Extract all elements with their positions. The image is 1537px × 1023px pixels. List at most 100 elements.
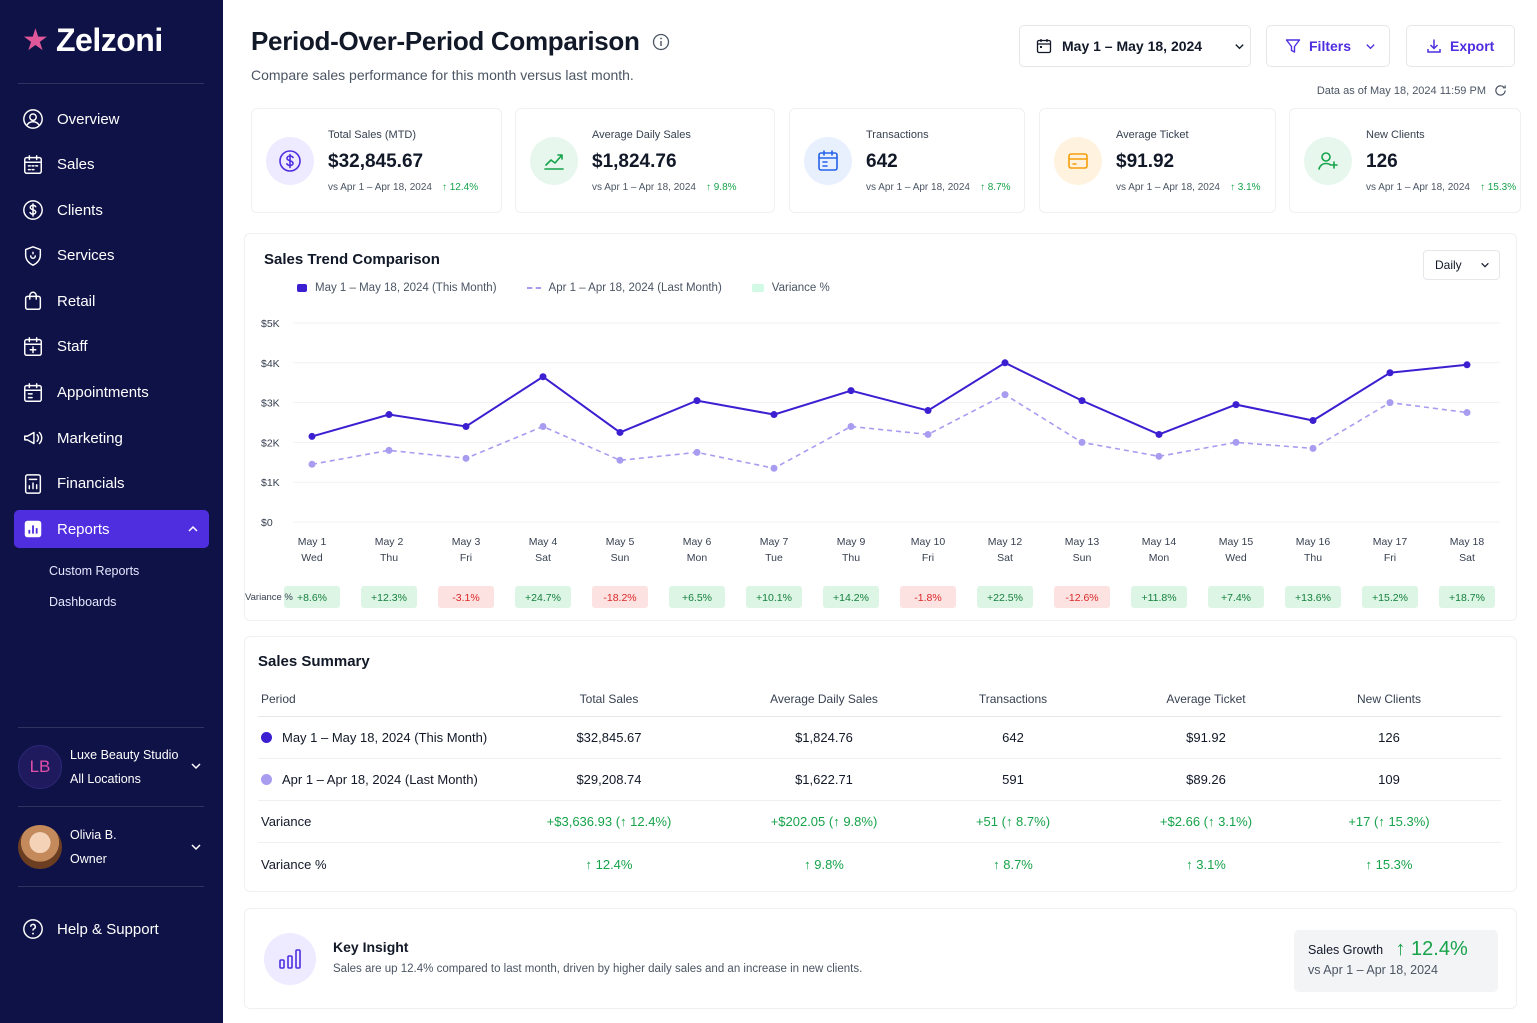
granularity-select[interactable]: Daily	[1423, 250, 1500, 280]
logo[interactable]: ★ Zelzoni	[22, 22, 163, 59]
y-tick-label: $4K	[261, 358, 280, 370]
column-header[interactable]: Transactions	[978, 691, 1048, 706]
table-cell: $32,845.67	[576, 730, 642, 745]
sidebar-item-label: Retail	[57, 292, 96, 310]
sidebar-item-sales[interactable]: Sales	[14, 146, 209, 184]
point-last-month	[693, 448, 701, 456]
sidebar-item-label: Appointments	[57, 384, 149, 402]
kpi-change: ↑ 12.4%	[441, 182, 479, 193]
variance-value: +8.6%	[297, 592, 327, 604]
variance-row-label: Variance %	[245, 592, 293, 603]
period-cell: Variance %	[258, 857, 498, 872]
table-cell: 126	[1378, 730, 1400, 745]
granularity-value: Daily	[1435, 258, 1462, 272]
table-cell: $29,208.74	[576, 772, 642, 787]
user-menu[interactable]: Olivia B. Owner	[18, 823, 208, 871]
x-tick-label: May 1	[298, 536, 327, 548]
legend-last-month[interactable]: Apr 1 – Apr 18, 2024 (Last Month)	[526, 282, 722, 294]
column-header[interactable]: Average Daily Sales	[770, 691, 878, 706]
chevron-down-icon	[191, 844, 201, 851]
sidebar-item-reports[interactable]: Reports	[14, 510, 209, 549]
kpi-comparison: vs Apr 1 – Apr 18, 2024 ↑ 8.7%	[866, 182, 1011, 193]
chart-legend: May 1 – May 18, 2024 (This Month) Apr 1 …	[297, 282, 830, 294]
variance-pill	[1054, 586, 1110, 608]
sidebar-item-overview[interactable]: Overview	[14, 100, 209, 138]
variance-value: -12.6%	[1065, 592, 1098, 604]
variance-pill	[1439, 586, 1495, 608]
x-tick-day: Sun	[1073, 552, 1092, 564]
calendar-icon	[24, 382, 42, 402]
sidebar-item-clients[interactable]: Clients	[14, 191, 209, 229]
legend-label: Variance %	[771, 282, 830, 294]
divider	[18, 83, 204, 84]
variance-value: -1.8%	[914, 592, 941, 604]
column-header[interactable]: Average Ticket	[1166, 691, 1246, 706]
sidebar-item-appointments[interactable]: Appointments	[14, 374, 209, 412]
variance-pill	[977, 586, 1033, 608]
point-this-month	[693, 397, 701, 405]
subnav-item-custom-reports[interactable]: Custom Reports	[49, 564, 140, 579]
sidebar: ★ Zelzoni Overview Sales Clients Services Re…	[0, 0, 223, 1023]
kpi-card: Transactions 642 vs Apr 1 – Apr 18, 2024…	[789, 108, 1025, 213]
kpi-change-value: 15.3%	[1487, 182, 1517, 193]
table-header: Period Total Sales Average Daily Sales Tran…	[258, 681, 1501, 717]
location-switcher[interactable]: LB Luxe Beauty Studio All Locations	[18, 742, 208, 792]
filters-button[interactable]: Filters	[1266, 25, 1390, 67]
refresh-icon[interactable]	[1494, 84, 1507, 97]
period-cell: May 1 – May 18, 2024 (This Month)	[258, 730, 498, 745]
sidebar-item-label: Clients	[57, 201, 103, 219]
sidebar-item-services[interactable]: Services	[14, 237, 209, 275]
export-button[interactable]: Export	[1406, 25, 1515, 67]
period-label: Apr 1 – Apr 18, 2024 (Last Month)	[282, 772, 478, 787]
table-cell: +$202.05 (↑ 9.8%)	[770, 814, 878, 829]
data-as-of: Data as of May 18, 2024 11:59 PM	[1317, 84, 1507, 97]
x-tick-day: Sat	[997, 552, 1013, 564]
legend-this-month[interactable]: May 1 – May 18, 2024 (This Month)	[297, 282, 497, 294]
variance-pill	[1131, 586, 1187, 608]
kpi-icon	[1054, 137, 1102, 185]
subnav-item-dashboards[interactable]: Dashboards	[49, 595, 117, 610]
column-header[interactable]: Total Sales	[579, 691, 639, 706]
page-title-text: Period-Over-Period Comparison	[251, 26, 640, 56]
series-dot	[261, 732, 272, 743]
kpi-label: Total Sales (MTD)	[328, 129, 417, 141]
date-range-picker[interactable]: May 1 – May 18, 2024	[1019, 25, 1251, 67]
help-support-link[interactable]: Help & Support	[22, 918, 159, 940]
point-last-month	[462, 454, 470, 462]
table-cell: $89.26	[1186, 772, 1226, 787]
growth-comparison: vs Apr 1 – Apr 18, 2024	[1308, 963, 1438, 977]
variance-value: -3.1%	[452, 592, 479, 604]
sidebar-item-financials[interactable]: Financials	[14, 465, 209, 503]
sidebar-item-staff[interactable]: Staff	[14, 328, 209, 366]
user-plus-icon	[1318, 152, 1338, 170]
download-icon	[1427, 39, 1441, 53]
kpi-value: 126	[1366, 151, 1398, 172]
sidebar-item-marketing[interactable]: Marketing	[14, 419, 209, 457]
x-tick-label: May 12	[988, 536, 1023, 548]
variance-value: +12.3%	[371, 592, 407, 604]
point-this-month	[1078, 397, 1086, 405]
point-last-month	[1386, 399, 1394, 407]
kpi-change-value: 12.4%	[449, 182, 479, 193]
divider	[18, 806, 204, 807]
column-header[interactable]: New Clients	[1356, 691, 1422, 706]
legend-variance[interactable]: Variance %	[751, 282, 830, 294]
kpi-compare-period: vs Apr 1 – Apr 18, 2024	[1116, 182, 1220, 193]
table-cell: $1,824.76	[795, 730, 853, 745]
variance-value: +10.1%	[756, 592, 792, 604]
variance-value: +24.7%	[525, 592, 561, 604]
legend-label: May 1 – May 18, 2024 (This Month)	[315, 282, 497, 294]
info-icon[interactable]	[652, 33, 670, 51]
kpi-compare-period: vs Apr 1 – Apr 18, 2024	[866, 182, 970, 193]
point-this-month	[539, 373, 547, 381]
column-header[interactable]: Period	[261, 691, 296, 706]
x-tick-label: May 16	[1296, 536, 1331, 548]
calendar-icon	[1036, 39, 1052, 54]
kpi-label: Transactions	[866, 129, 929, 141]
insight-title: Key Insight	[333, 939, 409, 955]
point-this-month	[847, 387, 855, 395]
sidebar-item-retail[interactable]: Retail	[14, 282, 209, 320]
user-role: Owner	[70, 852, 107, 866]
table-row: Variance +$3,636.93 (↑ 12.4%) +$202.05 (↑ …	[258, 801, 1501, 843]
table-cell: 591	[1002, 772, 1024, 787]
